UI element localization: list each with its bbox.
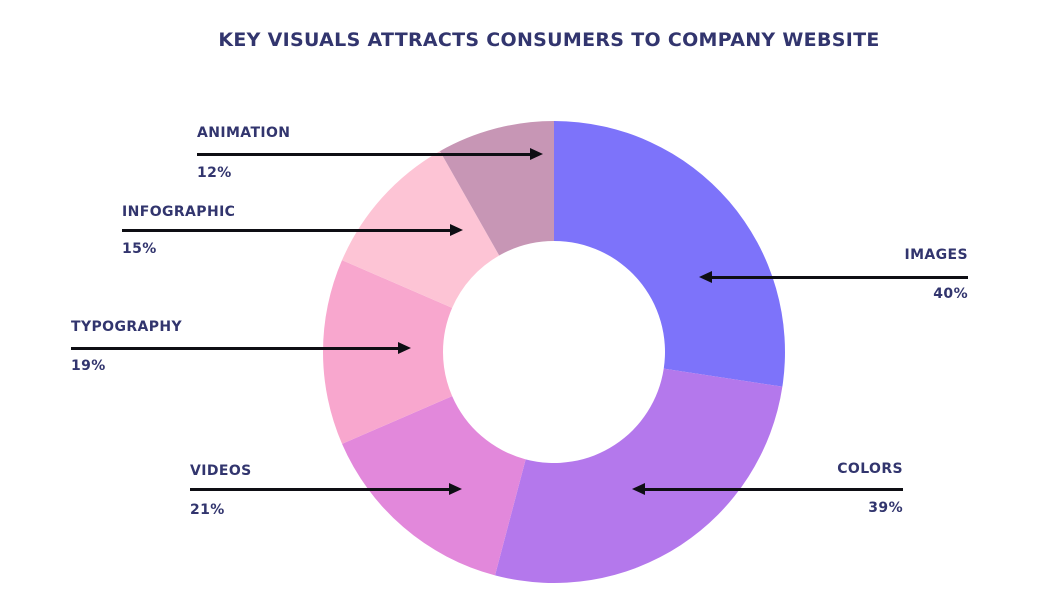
callout-infographic: INFOGRAPHIC 15% [122,205,463,257]
callout-percent: 12% [197,165,232,181]
donut-slice-videos [342,396,526,576]
donut-slice-images [554,121,785,387]
callout-percent: 19% [71,358,106,374]
donut-slice-typography [323,260,453,444]
callout-percent: 39% [868,500,903,516]
right-arrow-icon [197,148,543,160]
callout-typography: TYPOGRAPHY 19% [71,320,411,374]
callout-label: COLORS [837,461,903,477]
chart-title: KEY VISUALS ATTRACTS CONSUMERS TO COMPAN… [218,29,880,51]
callout-percent: 15% [122,241,157,257]
donut-slice-colors [495,368,783,583]
left-arrow-icon [632,483,903,495]
callout-videos: VIDEOS 21% [190,464,462,518]
callout-colors: COLORS 39% [632,462,903,516]
right-arrow-icon [122,224,463,236]
right-arrow-icon [190,483,462,495]
callout-label: ANIMATION [197,125,291,141]
callout-percent: 40% [933,286,968,302]
callout-animation: ANIMATION 12% [197,126,543,181]
right-arrow-icon [71,342,411,354]
callout-label: INFOGRAPHIC [122,204,236,220]
callout-label: IMAGES [904,247,968,263]
callout-percent: 21% [190,502,225,518]
callout-label: TYPOGRAPHY [71,319,183,335]
callout-label: VIDEOS [190,463,252,479]
left-arrow-icon [699,271,968,283]
callout-images: IMAGES 40% [699,248,968,302]
